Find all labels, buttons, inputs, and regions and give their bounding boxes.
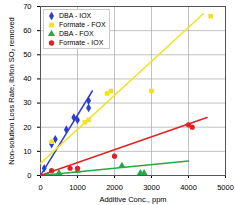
svg-text:2000: 2000: [106, 183, 123, 192]
html-text:Formate - FOX: Formate - FOX: [59, 21, 106, 28]
svg-text:40: 40: [23, 74, 31, 83]
svg-text:1000: 1000: [69, 183, 86, 192]
svg-text:50: 50: [23, 50, 31, 59]
html-text:Formate - IOX: Formate - IOX: [59, 39, 104, 46]
svg-text:10: 10: [23, 147, 31, 156]
html-text:DBA - FOX: DBA - FOX: [59, 30, 94, 37]
svg-text:3000: 3000: [143, 183, 160, 192]
svg-text:0: 0: [38, 183, 42, 192]
svg-text:70: 70: [23, 2, 31, 11]
svg-text:0: 0: [27, 171, 31, 180]
svg-text:20: 20: [23, 123, 31, 132]
svg-text:60: 60: [23, 26, 31, 35]
html-text:DBA - IOX: DBA - IOX: [59, 12, 92, 19]
svg-text:5000: 5000: [217, 183, 234, 192]
svg-text:Additive Conc., ppm: Additive Conc., ppm: [99, 195, 166, 204]
svg-text:Non-solution Loss Rate, lb/ton: Non-solution Loss Rate, lb/ton SO₂ remov…: [7, 17, 16, 165]
svg-text:30: 30: [23, 98, 31, 107]
svg-text:4000: 4000: [180, 183, 197, 192]
